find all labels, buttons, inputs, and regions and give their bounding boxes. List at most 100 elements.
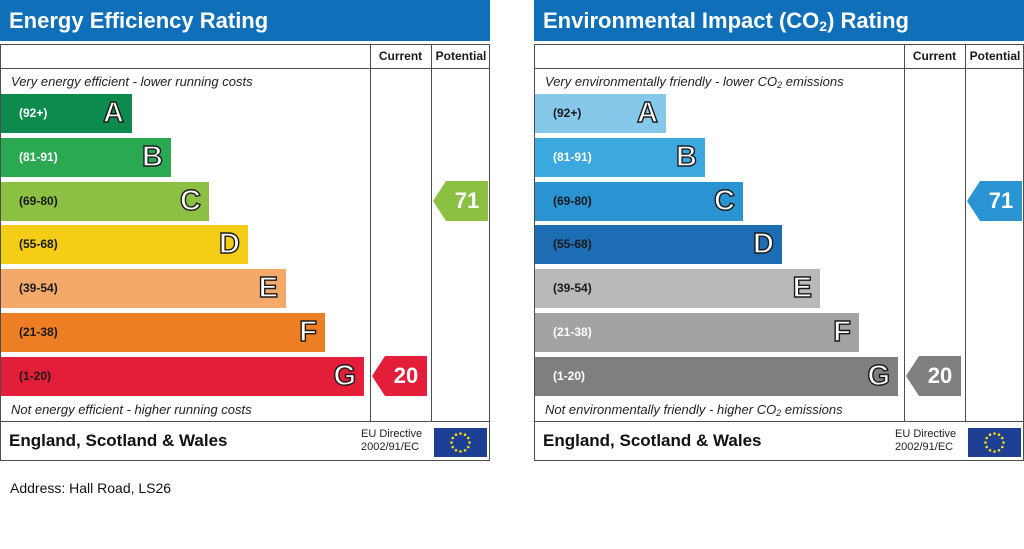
potential-rating-marker: 71 xyxy=(967,181,1022,222)
eu-star xyxy=(988,448,992,452)
band-range-label: (55-68) xyxy=(553,237,592,252)
eu-star xyxy=(993,450,996,453)
title-subscript: 2 xyxy=(819,18,828,34)
rating-band-b: (81-91) B xyxy=(535,137,705,177)
rating-band-f: (21-38) F xyxy=(535,313,859,352)
eu-directive-line2: 2002/91/EC xyxy=(895,441,954,453)
column-divider xyxy=(370,45,371,422)
eu-directive-line2: 2002/91/EC xyxy=(361,441,420,453)
potential-rating-marker-arrow xyxy=(967,181,1022,222)
band-letter: A xyxy=(102,96,124,129)
band-range-label: (21-38) xyxy=(19,325,58,339)
header-divider xyxy=(1,68,489,69)
potential-rating-marker: 71 xyxy=(433,181,488,222)
caption-text-end: emissions xyxy=(782,74,844,89)
caption-text: Not environmentally friendly - higher CO xyxy=(545,402,777,417)
band-letter: A xyxy=(636,96,658,129)
band-letter: G xyxy=(867,359,891,392)
band-letter: D xyxy=(752,228,774,261)
eu-directive-label: EU Directive 2002/91/EC xyxy=(895,428,956,454)
potential-rating-marker-value: 71 xyxy=(988,188,1014,214)
rating-band-d: (55-68) D xyxy=(1,225,248,265)
rating-band-a: (92+) A xyxy=(535,94,666,133)
eu-star xyxy=(459,432,462,435)
caption-subscript: 2 xyxy=(776,408,782,418)
current-rating-marker-arrow xyxy=(372,356,427,397)
eu-star xyxy=(450,441,453,444)
band-range-label: (81-91) xyxy=(553,149,592,164)
eu-directive-line1: EU Directive xyxy=(895,428,957,440)
eu-star xyxy=(1002,441,1005,444)
eu-star xyxy=(985,445,989,449)
current-rating-marker-value: 20 xyxy=(393,363,419,389)
rating-band-f: (21-38) F xyxy=(1,313,325,352)
eu-star xyxy=(468,441,471,444)
band-range-label: (21-38) xyxy=(553,325,592,339)
eu-star xyxy=(451,445,455,449)
eu-star xyxy=(1000,436,1004,440)
band-range-label: (39-54) xyxy=(19,281,58,296)
eu-directive-line1: EU Directive xyxy=(361,428,423,440)
eu-star xyxy=(466,445,470,449)
eu-star xyxy=(454,448,458,452)
band-range-label: (55-68) xyxy=(19,237,58,252)
band-letter: D xyxy=(218,228,240,261)
eu-star xyxy=(451,436,455,440)
caption-text-end: emissions xyxy=(781,402,843,417)
eu-star xyxy=(985,436,989,440)
rating-band-e: (39-54) E xyxy=(1,269,286,309)
band-range-label: (92+) xyxy=(553,106,582,120)
footer-divider xyxy=(1,421,489,422)
current-rating-marker: 20 xyxy=(372,356,427,397)
band-letter: B xyxy=(675,140,697,173)
band-letter: B xyxy=(141,140,163,173)
band-letter: F xyxy=(299,315,318,348)
current-column-header: Current xyxy=(912,49,957,63)
eu-star xyxy=(1000,445,1004,449)
energy-chart-frame: Current Potential Very energy efficient … xyxy=(0,44,490,461)
title-text: Environmental Impact (CO xyxy=(543,8,820,33)
caption-subscript: 2 xyxy=(777,80,783,90)
band-letter: G xyxy=(333,359,357,392)
band-letter: E xyxy=(258,271,279,305)
eu-star xyxy=(997,448,1001,452)
current-rating-marker-arrow xyxy=(906,356,961,397)
rating-band-d: (55-68) D xyxy=(535,225,782,265)
energy-efficiency-panel: Energy Efficiency Rating Current Potenti… xyxy=(0,0,490,461)
eu-flag-icon xyxy=(968,428,1021,457)
region-label: England, Scotland & Wales xyxy=(543,431,762,450)
environment-panel-title: Environmental Impact (CO2) Rating xyxy=(534,0,1024,41)
title-text-end: ) Rating xyxy=(827,8,909,33)
potential-rating-marker-arrow xyxy=(433,181,488,222)
eu-star xyxy=(459,450,462,453)
band-letter: C xyxy=(713,184,735,217)
eu-star xyxy=(984,441,987,444)
top-caption: Very environmentally friendly - lower CO… xyxy=(545,74,844,90)
environment-chart-frame: Current Potential Very environmentally f… xyxy=(534,44,1024,461)
eu-star xyxy=(463,448,467,452)
eu-flag-icon xyxy=(434,428,487,457)
band-range-label: (69-80) xyxy=(19,193,58,208)
eu-star xyxy=(988,433,992,437)
eu-star xyxy=(993,432,996,435)
column-divider xyxy=(431,45,432,422)
energy-panel-title: Energy Efficiency Rating xyxy=(0,0,490,41)
current-rating-marker-value: 20 xyxy=(927,363,953,389)
band-range-label: (81-91) xyxy=(19,149,58,164)
eu-star xyxy=(463,433,467,437)
rating-band-g: (1-20) G xyxy=(1,356,364,396)
band-range-label: (39-54) xyxy=(553,281,592,296)
property-address: Address: Hall Road, LS26 xyxy=(10,480,172,496)
potential-column-header: Potential xyxy=(969,49,1021,63)
top-caption: Very energy efficient - lower running co… xyxy=(11,74,253,89)
footer-divider xyxy=(535,421,1023,422)
column-divider xyxy=(965,45,966,422)
band-letter: F xyxy=(833,315,852,348)
rating-band-c: (69-80) C xyxy=(535,181,743,221)
current-column-header: Current xyxy=(378,49,423,63)
band-letter: E xyxy=(792,271,813,305)
eu-star xyxy=(997,433,1001,437)
bottom-caption: Not environmentally friendly - higher CO… xyxy=(545,402,843,418)
potential-column-header: Potential xyxy=(435,49,487,63)
caption-text: Very environmentally friendly - lower CO xyxy=(545,74,778,89)
